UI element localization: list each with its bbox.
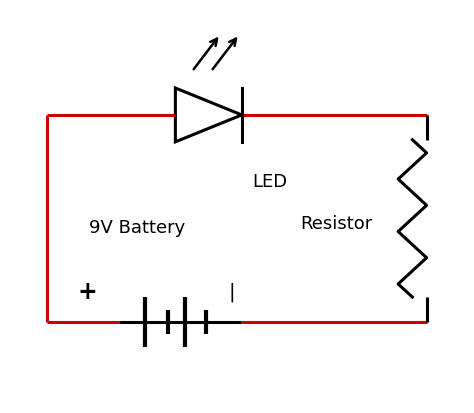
- Text: LED: LED: [253, 173, 288, 191]
- Text: |: |: [229, 281, 236, 301]
- Text: +: +: [78, 279, 98, 303]
- Text: Resistor: Resistor: [301, 214, 373, 232]
- Text: 9V Battery: 9V Battery: [89, 218, 186, 236]
